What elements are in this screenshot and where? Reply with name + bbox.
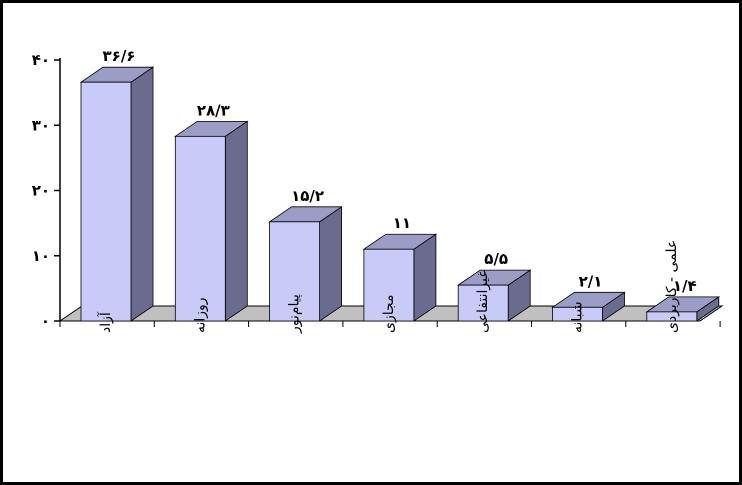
bar-group: [79, 66, 155, 322]
data-label: ۵/۵: [484, 250, 508, 268]
y-tick-label: ۳۰: [32, 116, 50, 134]
y-tick-label: ۴۰: [32, 51, 50, 69]
category-label: غیرانتفاعی: [475, 270, 491, 333]
data-label: ۲۸/۳: [197, 101, 230, 119]
bar-side: [224, 120, 248, 322]
y-tick-label: ۱۰: [32, 247, 50, 265]
category-label: مجازی: [381, 294, 397, 333]
bar-side: [319, 206, 343, 322]
bar-group: [645, 296, 721, 322]
data-label: ۱/۴: [673, 277, 697, 295]
category-label: پیام‌نور: [287, 294, 303, 334]
data-label: ۱۵/۲: [291, 187, 324, 205]
bar: [646, 311, 698, 322]
y-tick-label: ۲۰: [32, 182, 50, 200]
category-label: آزاد: [97, 311, 114, 333]
category-label: روزانه: [192, 297, 208, 333]
bar-group: [268, 206, 343, 322]
bar: [80, 81, 132, 322]
category-label: شبانه: [570, 301, 586, 333]
bar: [363, 248, 415, 322]
bar: [174, 135, 226, 322]
bar-group: [456, 269, 532, 322]
y-tick-label: ۰: [41, 312, 50, 330]
bar: [457, 284, 509, 322]
bar-group: [174, 120, 249, 322]
bar: [552, 306, 603, 322]
bar-side: [130, 66, 154, 322]
bar-group: [551, 291, 626, 322]
data-label: ۳۶/۶: [103, 47, 136, 65]
data-label: ۲/۱: [579, 272, 603, 290]
bar: [269, 221, 321, 322]
data-label: ۱۱: [393, 214, 411, 232]
bar-group: [362, 233, 438, 322]
category-label: علمی - کاربردی: [664, 240, 680, 333]
